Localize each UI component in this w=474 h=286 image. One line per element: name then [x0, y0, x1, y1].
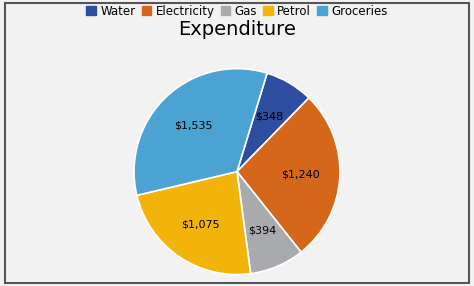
Wedge shape [237, 98, 340, 252]
Wedge shape [237, 172, 301, 274]
Text: $348: $348 [255, 112, 283, 122]
Legend: Water, Electricity, Gas, Petrol, Groceries: Water, Electricity, Gas, Petrol, Groceri… [84, 3, 390, 20]
Wedge shape [134, 69, 267, 195]
Text: $394: $394 [248, 225, 276, 235]
Title: Expenditure: Expenditure [178, 19, 296, 39]
Text: $1,240: $1,240 [282, 170, 320, 180]
Wedge shape [237, 73, 309, 172]
Wedge shape [137, 172, 251, 275]
Text: $1,535: $1,535 [174, 120, 212, 130]
Text: $1,075: $1,075 [182, 219, 220, 229]
